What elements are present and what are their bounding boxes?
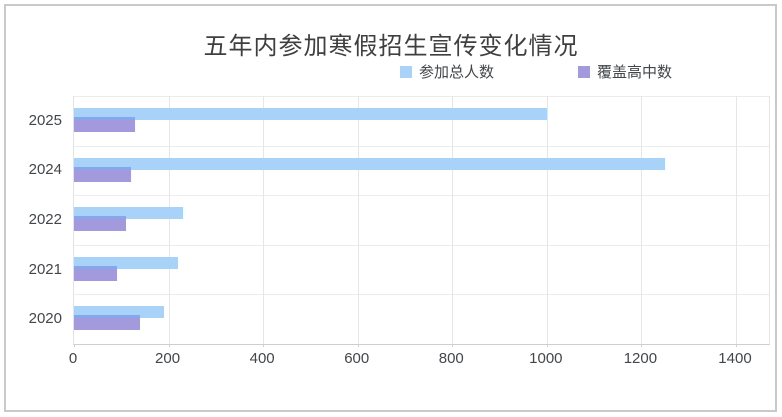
legend-label: 参加总人数 xyxy=(418,64,494,81)
legend-swatch-purple-icon xyxy=(578,65,590,78)
y-category-label: 2021 xyxy=(28,260,62,278)
x-tick-label: 1200 xyxy=(623,350,658,367)
bar-highschools-covered xyxy=(74,265,117,281)
gridline-vertical xyxy=(263,96,265,344)
axis-tick xyxy=(168,344,170,347)
y-category-label: 2025 xyxy=(28,111,62,129)
gridline-horizontal xyxy=(74,96,769,97)
x-tick-label: 1400 xyxy=(718,350,752,367)
bar-highschools-covered xyxy=(74,166,131,182)
gridline-vertical xyxy=(735,96,737,344)
axis-tick xyxy=(263,344,265,347)
gridline-vertical xyxy=(452,96,454,344)
y-category-label: 2024 xyxy=(28,161,62,179)
bar-overlap-strip xyxy=(74,166,131,170)
bar-overlap-strip xyxy=(74,265,117,269)
gridline-vertical xyxy=(357,96,359,344)
x-tick-label: 600 xyxy=(344,350,370,367)
bar-total-participants xyxy=(74,157,666,170)
chart-title: 五年内参加寒假招生宣传变化情况 xyxy=(203,33,579,60)
axis-tick xyxy=(735,344,737,347)
bar-highschools-covered xyxy=(74,216,126,232)
legend-item-total-participants[interactable]: 参加总人数 xyxy=(399,61,494,82)
x-tick-label: 1000 xyxy=(529,350,563,367)
gridline-horizontal xyxy=(74,244,769,246)
axis-tick xyxy=(357,344,359,347)
x-tick-label: 400 xyxy=(249,350,275,367)
legend-swatch-blue-icon xyxy=(399,65,412,78)
bar-overlap-strip xyxy=(74,315,141,319)
plot-area xyxy=(73,96,770,347)
bar-overlap-strip xyxy=(74,117,136,120)
bar-highschools-covered xyxy=(74,117,136,132)
legend: 参加总人数 覆盖高中数 xyxy=(145,61,782,82)
gridline-vertical xyxy=(546,96,548,344)
gridline-horizontal xyxy=(74,195,769,197)
gridline-vertical xyxy=(168,96,170,344)
gridline-vertical xyxy=(641,96,643,344)
gridline-horizontal xyxy=(74,294,769,296)
bar-overlap-strip xyxy=(74,216,126,220)
legend-item-highschools-covered[interactable]: 覆盖高中数 xyxy=(578,61,672,82)
bar-highschools-covered xyxy=(74,315,141,331)
axis-tick xyxy=(452,344,454,347)
y-category-label: 2020 xyxy=(28,310,62,328)
bar-total-participants xyxy=(74,108,547,120)
x-tick-label: 0 xyxy=(68,350,78,367)
gridline-horizontal xyxy=(74,145,769,147)
y-category-label: 2022 xyxy=(28,211,62,228)
x-tick-label: 800 xyxy=(438,350,464,367)
axis-tick xyxy=(641,344,643,347)
legend-label: 覆盖高中数 xyxy=(597,64,673,81)
axis-tick xyxy=(74,344,75,347)
axis-tick xyxy=(546,344,548,347)
x-tick-label: 200 xyxy=(155,350,181,367)
